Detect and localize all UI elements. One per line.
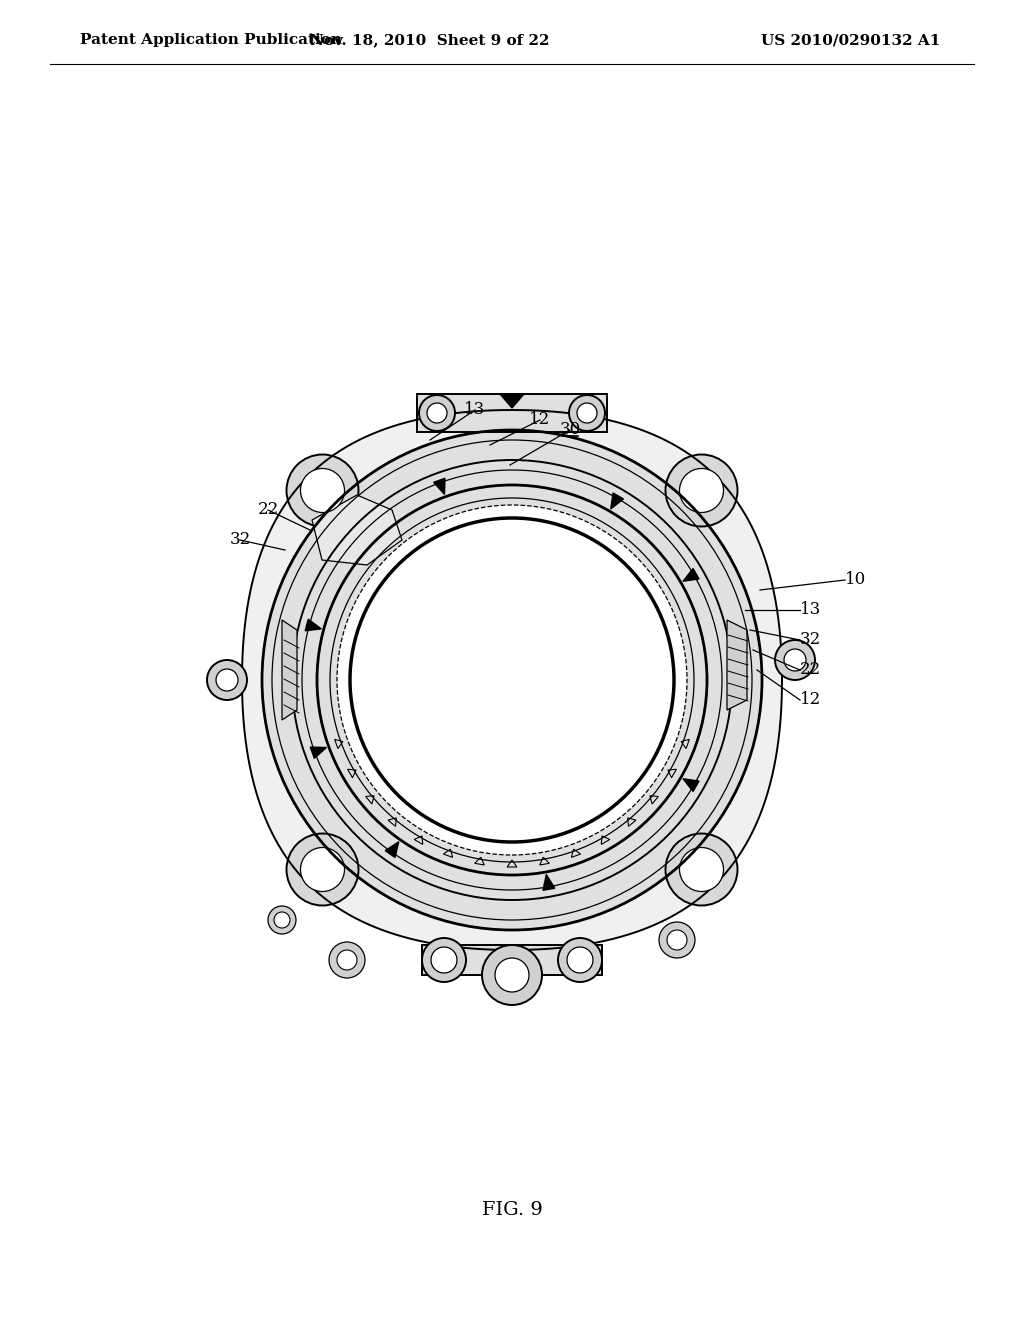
- Circle shape: [577, 403, 597, 422]
- Circle shape: [495, 958, 529, 993]
- Polygon shape: [543, 874, 555, 890]
- Circle shape: [775, 640, 815, 680]
- Text: 12: 12: [529, 412, 551, 429]
- Text: 32: 32: [229, 532, 251, 549]
- Circle shape: [422, 939, 466, 982]
- Circle shape: [287, 833, 358, 906]
- Polygon shape: [282, 620, 297, 719]
- Text: 30: 30: [559, 421, 581, 438]
- Circle shape: [207, 660, 247, 700]
- Polygon shape: [310, 747, 327, 758]
- Bar: [417, 393, 607, 432]
- Circle shape: [659, 921, 695, 958]
- Text: 22: 22: [257, 502, 279, 519]
- Circle shape: [482, 945, 542, 1005]
- Text: 12: 12: [800, 692, 821, 709]
- Polygon shape: [312, 495, 402, 565]
- Polygon shape: [727, 620, 746, 710]
- Circle shape: [567, 946, 593, 973]
- Circle shape: [419, 395, 455, 432]
- Circle shape: [300, 469, 344, 512]
- Text: 22: 22: [800, 661, 821, 678]
- Text: Patent Application Publication: Patent Application Publication: [80, 33, 342, 48]
- Circle shape: [784, 649, 806, 671]
- Circle shape: [274, 912, 290, 928]
- Polygon shape: [434, 478, 445, 495]
- Polygon shape: [683, 569, 699, 581]
- Bar: [422, 945, 602, 975]
- Circle shape: [262, 430, 762, 931]
- Circle shape: [300, 847, 344, 891]
- Circle shape: [268, 906, 296, 935]
- Text: 13: 13: [464, 401, 485, 418]
- Circle shape: [680, 847, 724, 891]
- Polygon shape: [305, 619, 322, 631]
- Circle shape: [569, 395, 605, 432]
- Text: US 2010/0290132 A1: US 2010/0290132 A1: [761, 33, 940, 48]
- Circle shape: [337, 950, 357, 970]
- Circle shape: [337, 506, 687, 855]
- Circle shape: [666, 833, 737, 906]
- Polygon shape: [242, 411, 782, 950]
- Text: 13: 13: [800, 602, 821, 619]
- Circle shape: [666, 454, 737, 527]
- Text: FIG. 9: FIG. 9: [481, 1201, 543, 1218]
- Circle shape: [427, 403, 447, 422]
- Circle shape: [232, 400, 792, 960]
- Circle shape: [216, 669, 238, 690]
- Polygon shape: [610, 492, 624, 510]
- Circle shape: [667, 931, 687, 950]
- Circle shape: [680, 469, 724, 512]
- Circle shape: [558, 939, 602, 982]
- Polygon shape: [500, 393, 524, 408]
- Polygon shape: [683, 779, 699, 792]
- Circle shape: [431, 946, 457, 973]
- Polygon shape: [385, 842, 398, 858]
- Text: Nov. 18, 2010  Sheet 9 of 22: Nov. 18, 2010 Sheet 9 of 22: [310, 33, 550, 48]
- Text: 10: 10: [845, 572, 866, 589]
- Circle shape: [287, 454, 358, 527]
- Text: 32: 32: [800, 631, 821, 648]
- Circle shape: [329, 942, 365, 978]
